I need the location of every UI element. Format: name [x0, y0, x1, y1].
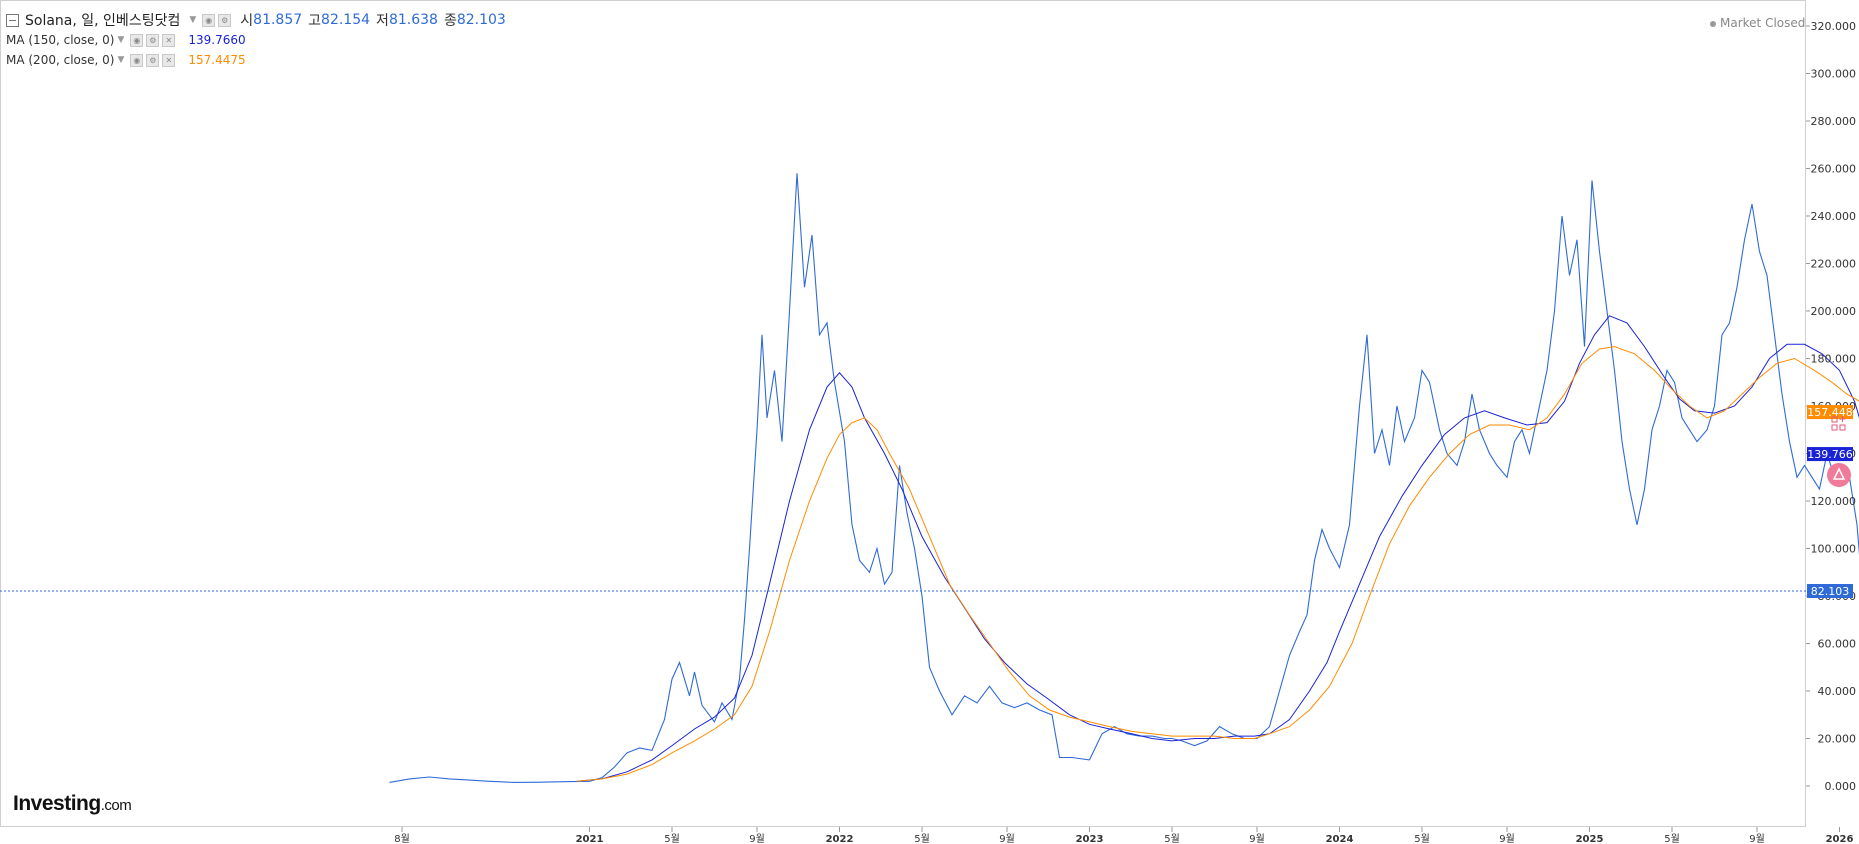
- price-line: [389, 173, 1859, 783]
- ma200-visibility-icon[interactable]: ◉: [130, 53, 144, 67]
- ma200-dropdown-icon[interactable]: ▼: [117, 55, 125, 65]
- market-status: Market Closed: [1710, 16, 1805, 30]
- ma200-row: MA (200, close, 0) ▼ ◉ ⚙ ✕ 157.4475: [6, 50, 506, 70]
- y-tick-label: 40.000: [1818, 685, 1857, 698]
- y-tick-label: 20.000: [1818, 733, 1857, 746]
- x-tick-label: 8월: [394, 833, 410, 844]
- logo-domain: .com: [100, 797, 132, 814]
- y-tick-label: 200.000: [1811, 305, 1857, 318]
- price-badges: 157.448 139.766 82.103: [1807, 405, 1853, 599]
- x-tick-label: 2021: [576, 834, 604, 844]
- collapse-icon[interactable]: [6, 13, 19, 27]
- ma150-line: [576, 315, 1859, 782]
- x-tick-label: 2022: [826, 834, 854, 844]
- ma150-row: MA (150, close, 0) ▼ ◉ ⚙ ✕ 139.7660: [6, 30, 506, 50]
- low-value: 81.638: [388, 12, 438, 28]
- x-tick-label: 9월: [749, 833, 765, 844]
- y-tick-label: 320.000: [1811, 20, 1857, 33]
- ma150-name[interactable]: MA (150, close, 0): [6, 33, 115, 47]
- settings-icon[interactable]: ⚙: [218, 13, 232, 27]
- close-label: 종: [443, 13, 457, 29]
- open-value: 81.857: [253, 12, 303, 28]
- last-price-badge-bg: [1807, 584, 1853, 599]
- chart-legend: Solana, 일, 인베스팅닷컴 ▼ ◉ ⚙ 시 81.857 고 82.154 …: [6, 10, 506, 70]
- instrument-row: Solana, 일, 인베스팅닷컴 ▼ ◉ ⚙ 시 81.857 고 82.154 …: [6, 10, 506, 30]
- x-tick-label: 9월: [1249, 833, 1265, 844]
- title-dropdown-icon[interactable]: ▼: [189, 15, 197, 25]
- y-tick-label: 100.000: [1811, 543, 1857, 556]
- logo-main: Investing: [13, 792, 101, 815]
- x-tick-label: 2025: [1576, 834, 1604, 844]
- alert-settings-icon[interactable]: [1830, 415, 1848, 433]
- y-tick-label: 240.000: [1811, 210, 1857, 223]
- ma200-badge: 157.448: [1807, 406, 1853, 419]
- high-value: 82.154: [321, 12, 371, 28]
- plot-frame: [0, 0, 1806, 827]
- x-tick-label: 9월: [1499, 833, 1515, 844]
- price-series-group: [389, 173, 1859, 783]
- ma200-value: 157.4475: [188, 53, 246, 67]
- status-dot-icon: [1710, 20, 1716, 27]
- x-tick-label: 2023: [1076, 834, 1104, 844]
- x-tick-label: 9월: [1749, 833, 1765, 844]
- visibility-icon[interactable]: ◉: [202, 13, 216, 27]
- last-price-badge: 82.103: [1811, 585, 1850, 598]
- y-tick-label: 120.000: [1811, 495, 1857, 508]
- x-tick-label: 2024: [1326, 834, 1354, 844]
- market-status-text: Market Closed: [1720, 16, 1806, 30]
- ma200-name[interactable]: MA (200, close, 0): [6, 53, 115, 67]
- ma200-close-icon[interactable]: ✕: [162, 53, 176, 67]
- ma150-visibility-icon[interactable]: ◉: [130, 33, 144, 47]
- ma150-badge-bg: [1807, 447, 1853, 462]
- x-tick-label: 5월: [664, 833, 680, 844]
- y-tick-label: 60.000: [1818, 638, 1857, 651]
- ma150-close-icon[interactable]: ✕: [162, 33, 176, 47]
- x-tick-label: 5월: [1664, 833, 1680, 844]
- x-axis: 8월 2021 5월 9월 2022 5월 9월 2023 5월 9월 2024 5월 9월 2025 5월…: [394, 827, 1853, 844]
- open-label: 시: [240, 13, 254, 29]
- instrument-title[interactable]: Solana, 일, 인베스팅닷컴: [25, 13, 181, 29]
- ma150-value: 139.7660: [188, 33, 246, 47]
- low-label: 저: [376, 13, 389, 29]
- y-tick-label: 0.000: [1825, 780, 1857, 793]
- ma200-line: [576, 346, 1859, 782]
- x-tick-label: 9월: [999, 833, 1015, 844]
- x-tick-label: 5월: [1164, 833, 1180, 844]
- ma150-badge: 139.766: [1807, 448, 1853, 461]
- y-tick-label: 260.000: [1811, 163, 1857, 176]
- ma200-badge-bg: [1807, 405, 1853, 420]
- ma150-dropdown-icon[interactable]: ▼: [117, 35, 125, 45]
- high-label: 고: [308, 13, 322, 29]
- y-tick-label: 280.000: [1811, 115, 1857, 128]
- close-value: 82.103: [456, 12, 506, 28]
- add-alert-icon[interactable]: [1826, 462, 1852, 488]
- y-tick-label: 180.000: [1811, 353, 1857, 366]
- investing-logo: Investing.com: [13, 792, 132, 816]
- x-tick-label: 2026: [1826, 834, 1854, 844]
- y-tick-label: 220.000: [1811, 258, 1857, 271]
- ma200-settings-icon[interactable]: ⚙: [146, 53, 160, 67]
- y-tick-label: 300.000: [1811, 68, 1857, 81]
- ma150-settings-icon[interactable]: ⚙: [146, 33, 160, 47]
- x-tick-label: 5월: [1414, 833, 1430, 844]
- x-tick-label: 5월: [914, 833, 930, 844]
